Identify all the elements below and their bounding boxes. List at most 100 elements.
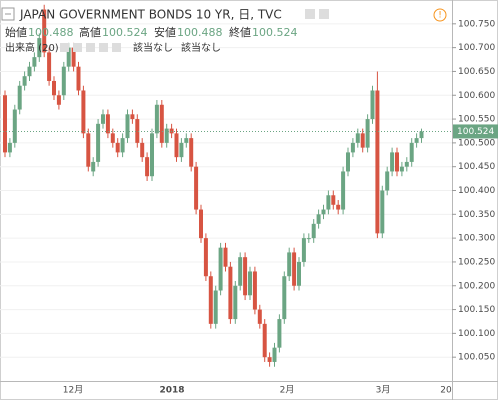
y-tick-label: 100.150 [458,305,495,315]
candle-body [150,133,154,177]
candle-body [419,131,424,139]
close-value: 100.524 [252,26,298,39]
volume-toggle[interactable] [73,43,82,52]
close-button[interactable] [319,9,329,19]
volume-settings[interactable] [60,43,69,52]
candle-body [71,47,76,67]
candle-body [409,142,414,162]
y-tick-label: 100.400 [458,186,495,196]
candle-body [86,133,91,167]
candle-body [12,109,17,143]
candle-body [365,119,370,148]
volume-ma-value: 該当なし [181,41,221,54]
plot [0,4,452,367]
y-tick-label: 100.500 [458,138,495,148]
candle-body [301,238,306,262]
y-tick-label: 100.550 [458,115,495,125]
x-tick-label: 20 [440,386,452,396]
alert-icon[interactable] [433,8,447,22]
chart-title: JAPAN GOVERNMENT BONDS 10 YR, 日, TVC [19,8,282,22]
candle-body [326,195,331,210]
candle-body [91,161,96,172]
candle-body [336,204,341,210]
x-tick-label: 12月 [63,385,83,396]
candle-body [321,209,326,215]
last-price-tag [453,124,498,139]
candle-body [105,114,110,134]
y-tick-label: 100.750 [458,19,495,29]
y-tick-label: 100.050 [458,353,495,363]
high-label: 高値 [79,25,101,39]
y-tick-label: 100.250 [458,257,495,267]
candle-body [248,271,252,296]
candle-body [154,104,159,134]
low-label: 安値 [154,25,176,39]
candle-body [22,76,27,86]
candle-body [297,261,301,286]
candle-body [76,66,81,91]
candle-body [56,95,61,105]
candle-body [174,133,179,158]
candle-body [159,104,164,143]
candle-body [272,347,277,362]
candle-body [27,66,32,77]
candle-body [3,95,7,153]
candle-body [130,114,135,120]
y-tick-label: 100.700 [458,43,495,53]
candle-body [316,214,321,224]
volume-move[interactable] [86,43,95,52]
candle-body [390,152,395,172]
candle-body [385,171,390,191]
x-tick-label: 3月 [376,385,391,396]
candle-body [164,128,169,143]
candle-body [47,52,52,81]
candle-body [277,319,282,348]
candle-body [404,161,409,167]
open-value: 100.488 [28,26,74,39]
y-tick-label: 100.200 [458,281,495,291]
candle-body [66,47,71,67]
candle-body [380,190,385,234]
candle-body [110,133,115,143]
candle-body [7,142,12,153]
settings-button[interactable] [305,9,315,19]
open-label: 始値 [5,25,27,39]
candle-body [257,309,262,324]
x-tick-label: 2018 [159,386,184,396]
candle-body [96,123,101,162]
candle-body [208,276,213,324]
candle-body [115,142,120,153]
candle-body [311,223,316,239]
y-tick-label: 100.450 [458,162,495,172]
candle-body [37,38,42,58]
candle-body [306,238,311,240]
candle-body [223,247,228,267]
candle-body [287,252,292,277]
y-tick-label: 100.650 [458,67,495,77]
candle-body [360,133,365,148]
candle-body [267,357,272,362]
candle-body [375,90,380,234]
y-tick-label: 100.100 [458,329,495,339]
candle-body [81,90,86,134]
candle-body [282,276,287,320]
volume-more[interactable] [112,43,121,52]
candle-body [213,290,218,324]
x-tick-label: 2月 [280,385,295,396]
candle-body [135,119,140,143]
candle-body [203,238,208,277]
candle-body [17,85,22,110]
y-tick-label: 100.600 [458,91,495,101]
candle-body [228,266,233,320]
candle-body [233,285,238,320]
candle-body [184,138,189,143]
alert-mark: ! [438,11,442,21]
candle-body [145,157,150,177]
y-tick-label: 100.350 [458,210,495,220]
candle-body [346,152,350,172]
close-label: 終値 [229,25,251,39]
candle-body [292,252,297,286]
candle-body [32,57,37,67]
volume-delete[interactable] [99,43,108,52]
high-value: 100.524 [102,26,148,39]
